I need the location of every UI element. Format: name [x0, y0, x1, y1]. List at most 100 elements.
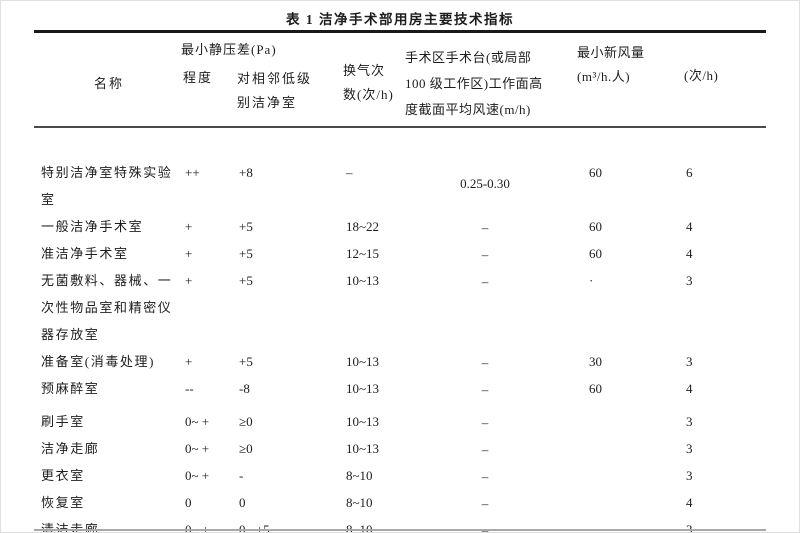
header-air-changes-line1: 换气次 [343, 63, 386, 78]
table-row: 清洁走廊 0~ + 0~ +5 8~10 – 3 [34, 516, 766, 533]
header-adjacent-line1: 对相邻低级 [237, 71, 313, 86]
pressure-degree-cell: 0~ + [185, 468, 210, 483]
table-title: 表 1 洁净手术部用房主要技术指标 [286, 12, 514, 27]
air-changes-cell: 18~22 [346, 219, 380, 234]
fresh-air-volume-cell: 60 [589, 219, 602, 234]
room-name-cell: 一般洁净手术室 [41, 219, 144, 234]
air-changes-cell: – [346, 165, 353, 180]
header-work-surface-velocity: 手术区手术台(或局部 100 级工作区)工作面高 度截面平均风速(m/h) [405, 45, 575, 123]
header-min-fresh-air: 最小新风量 (m³/h.人) [577, 41, 687, 89]
room-name-cell: 洁净走廊 [41, 441, 100, 456]
velocity-cell: – [481, 523, 489, 533]
table-row: 准洁净手术室 + +5 12~15 – 60 4 [34, 240, 766, 267]
header-fresh-air-line2: (m³/h.人) [577, 69, 631, 84]
pressure-degree-cell: 0 [185, 495, 192, 510]
fresh-air-changes-cell: 3 [686, 354, 693, 369]
room-name-cell: 恢复室 [41, 495, 85, 510]
velocity-cell: – [481, 496, 489, 511]
pressure-degree-cell: + [185, 354, 193, 369]
header-min-static-pressure-group: 最小静压差(Pa) [181, 42, 277, 57]
room-name-cell: 无菌敷料、器械、一次性物品室和精密仪器存放室 [41, 273, 173, 342]
fresh-air-changes-cell: 4 [686, 219, 693, 234]
adjacent-pressure-cell: +5 [239, 273, 253, 288]
header-bottom-rule [34, 126, 766, 128]
room-name-cell: 准备室(消毒处理) [41, 354, 156, 369]
adjacent-pressure-cell: +5 [239, 219, 253, 234]
room-name-cell: 特别洁净室特殊实验室 [41, 165, 173, 207]
velocity-cell: – [481, 382, 489, 397]
pressure-degree-cell: + [185, 273, 193, 288]
pressure-degree-cell: -- [185, 381, 194, 396]
header-adjacent-line2: 别洁净室 [237, 95, 298, 110]
room-name-cell: 准洁净手术室 [41, 246, 129, 261]
velocity-cell: – [481, 247, 489, 262]
adjacent-pressure-cell: +5 [239, 354, 253, 369]
header-air-changes-line2: 数(次/h) [343, 87, 394, 102]
table-row: 洁净走廊 0~ + ≥0 10~13 – 3 [34, 435, 766, 462]
fresh-air-changes-cell: 3 [686, 522, 693, 533]
header-velocity-line2: 100 级工作区)工作面高 [405, 76, 543, 91]
air-changes-cell: 10~13 [346, 441, 380, 456]
room-name-cell: 更衣室 [41, 468, 85, 483]
fresh-air-changes-cell: 3 [686, 468, 693, 483]
fresh-air-changes-cell: 6 [686, 165, 693, 180]
table-row: 刷手室 0~ + ≥0 10~13 – 3 [34, 408, 766, 435]
table-row: 一般洁净手术室 + +5 18~22 – 60 4 [34, 213, 766, 240]
fresh-air-changes-cell: 4 [686, 381, 693, 396]
fresh-air-volume-cell: 60 [589, 165, 602, 180]
fresh-air-changes-cell: 4 [686, 495, 693, 510]
adjacent-pressure-cell: +5 [239, 246, 253, 261]
velocity-cell: – [481, 469, 489, 484]
table-row: 恢复室 0 0 8~10 – 4 [34, 489, 766, 516]
fresh-air-changes-cell: 3 [686, 273, 693, 288]
technical-indicators-table: 名称 最小静压差(Pa) 程度 对相邻低级 别洁净室 换气次 数(次/h) 手术… [34, 30, 766, 533]
table-row: 特别洁净室特殊实验室 ++ +8 – 0.25-0.30 60 6 [34, 159, 766, 213]
header-degree: 程度 [183, 70, 214, 85]
air-changes-cell: 10~13 [346, 381, 380, 396]
pressure-degree-cell: + [185, 219, 193, 234]
adjacent-pressure-cell: 0 [239, 495, 246, 510]
velocity-cell: – [481, 274, 489, 289]
air-changes-cell: 12~15 [346, 246, 380, 261]
fresh-air-volume-cell: 60 [589, 381, 602, 396]
header-fresh-air-changes: (次/h) [684, 68, 719, 83]
fresh-air-changes-cell: 3 [686, 414, 693, 429]
adjacent-pressure-cell: +8 [239, 165, 253, 180]
air-changes-cell: 8~10 [346, 522, 373, 533]
velocity-cell: – [481, 355, 489, 370]
air-changes-cell: 10~13 [346, 414, 380, 429]
room-name-cell: 预麻醉室 [41, 381, 100, 396]
table-body: 特别洁净室特殊实验室 ++ +8 – 0.25-0.30 60 6 一般洁净手术… [34, 128, 766, 533]
table-row: 更衣室 0~ + - 8~10 – 3 [34, 462, 766, 489]
header-adjacent-cleanroom: 对相邻低级 别洁净室 [237, 67, 347, 115]
adjacent-pressure-cell: ≥0 [239, 441, 253, 456]
pressure-degree-cell: 0~ + [185, 522, 210, 533]
fresh-air-volume-cell: 30 [589, 354, 602, 369]
air-changes-cell: 10~13 [346, 273, 380, 288]
header-fresh-air-line1: 最小新风量 [577, 45, 645, 60]
fresh-air-changes-cell: 4 [686, 246, 693, 261]
header-velocity-line3: 度截面平均风速(m/h) [405, 102, 531, 117]
air-changes-cell: 10~13 [346, 354, 380, 369]
adjacent-pressure-cell: ≥0 [239, 414, 253, 429]
table-header: 名称 最小静压差(Pa) 程度 对相邻低级 别洁净室 换气次 数(次/h) 手术… [34, 33, 766, 126]
pressure-degree-cell: 0~ + [185, 414, 210, 429]
adjacent-pressure-cell: 0~ +5 [239, 522, 270, 533]
fresh-air-volume-cell: 60 [589, 246, 602, 261]
adjacent-pressure-cell: -8 [239, 381, 250, 396]
table-row: 无菌敷料、器械、一次性物品室和精密仪器存放室 + +5 10~13 – · 3 [34, 267, 766, 348]
table-bottom-rule [34, 529, 766, 531]
pressure-degree-cell: 0~ + [185, 441, 210, 456]
velocity-cell: – [481, 220, 489, 235]
header-name: 名称 [94, 76, 125, 91]
header-velocity-line1: 手术区手术台(或局部 [405, 50, 532, 65]
air-changes-cell: 8~10 [346, 468, 373, 483]
fresh-air-volume-cell: · [589, 273, 594, 288]
room-name-cell: 刷手室 [41, 414, 85, 429]
table-top-rule [34, 30, 766, 33]
header-air-changes: 换气次 数(次/h) [343, 59, 413, 107]
velocity-cell: – [481, 442, 489, 457]
pressure-degree-cell: ++ [185, 165, 200, 180]
room-name-cell: 清洁走廊 [41, 522, 100, 533]
